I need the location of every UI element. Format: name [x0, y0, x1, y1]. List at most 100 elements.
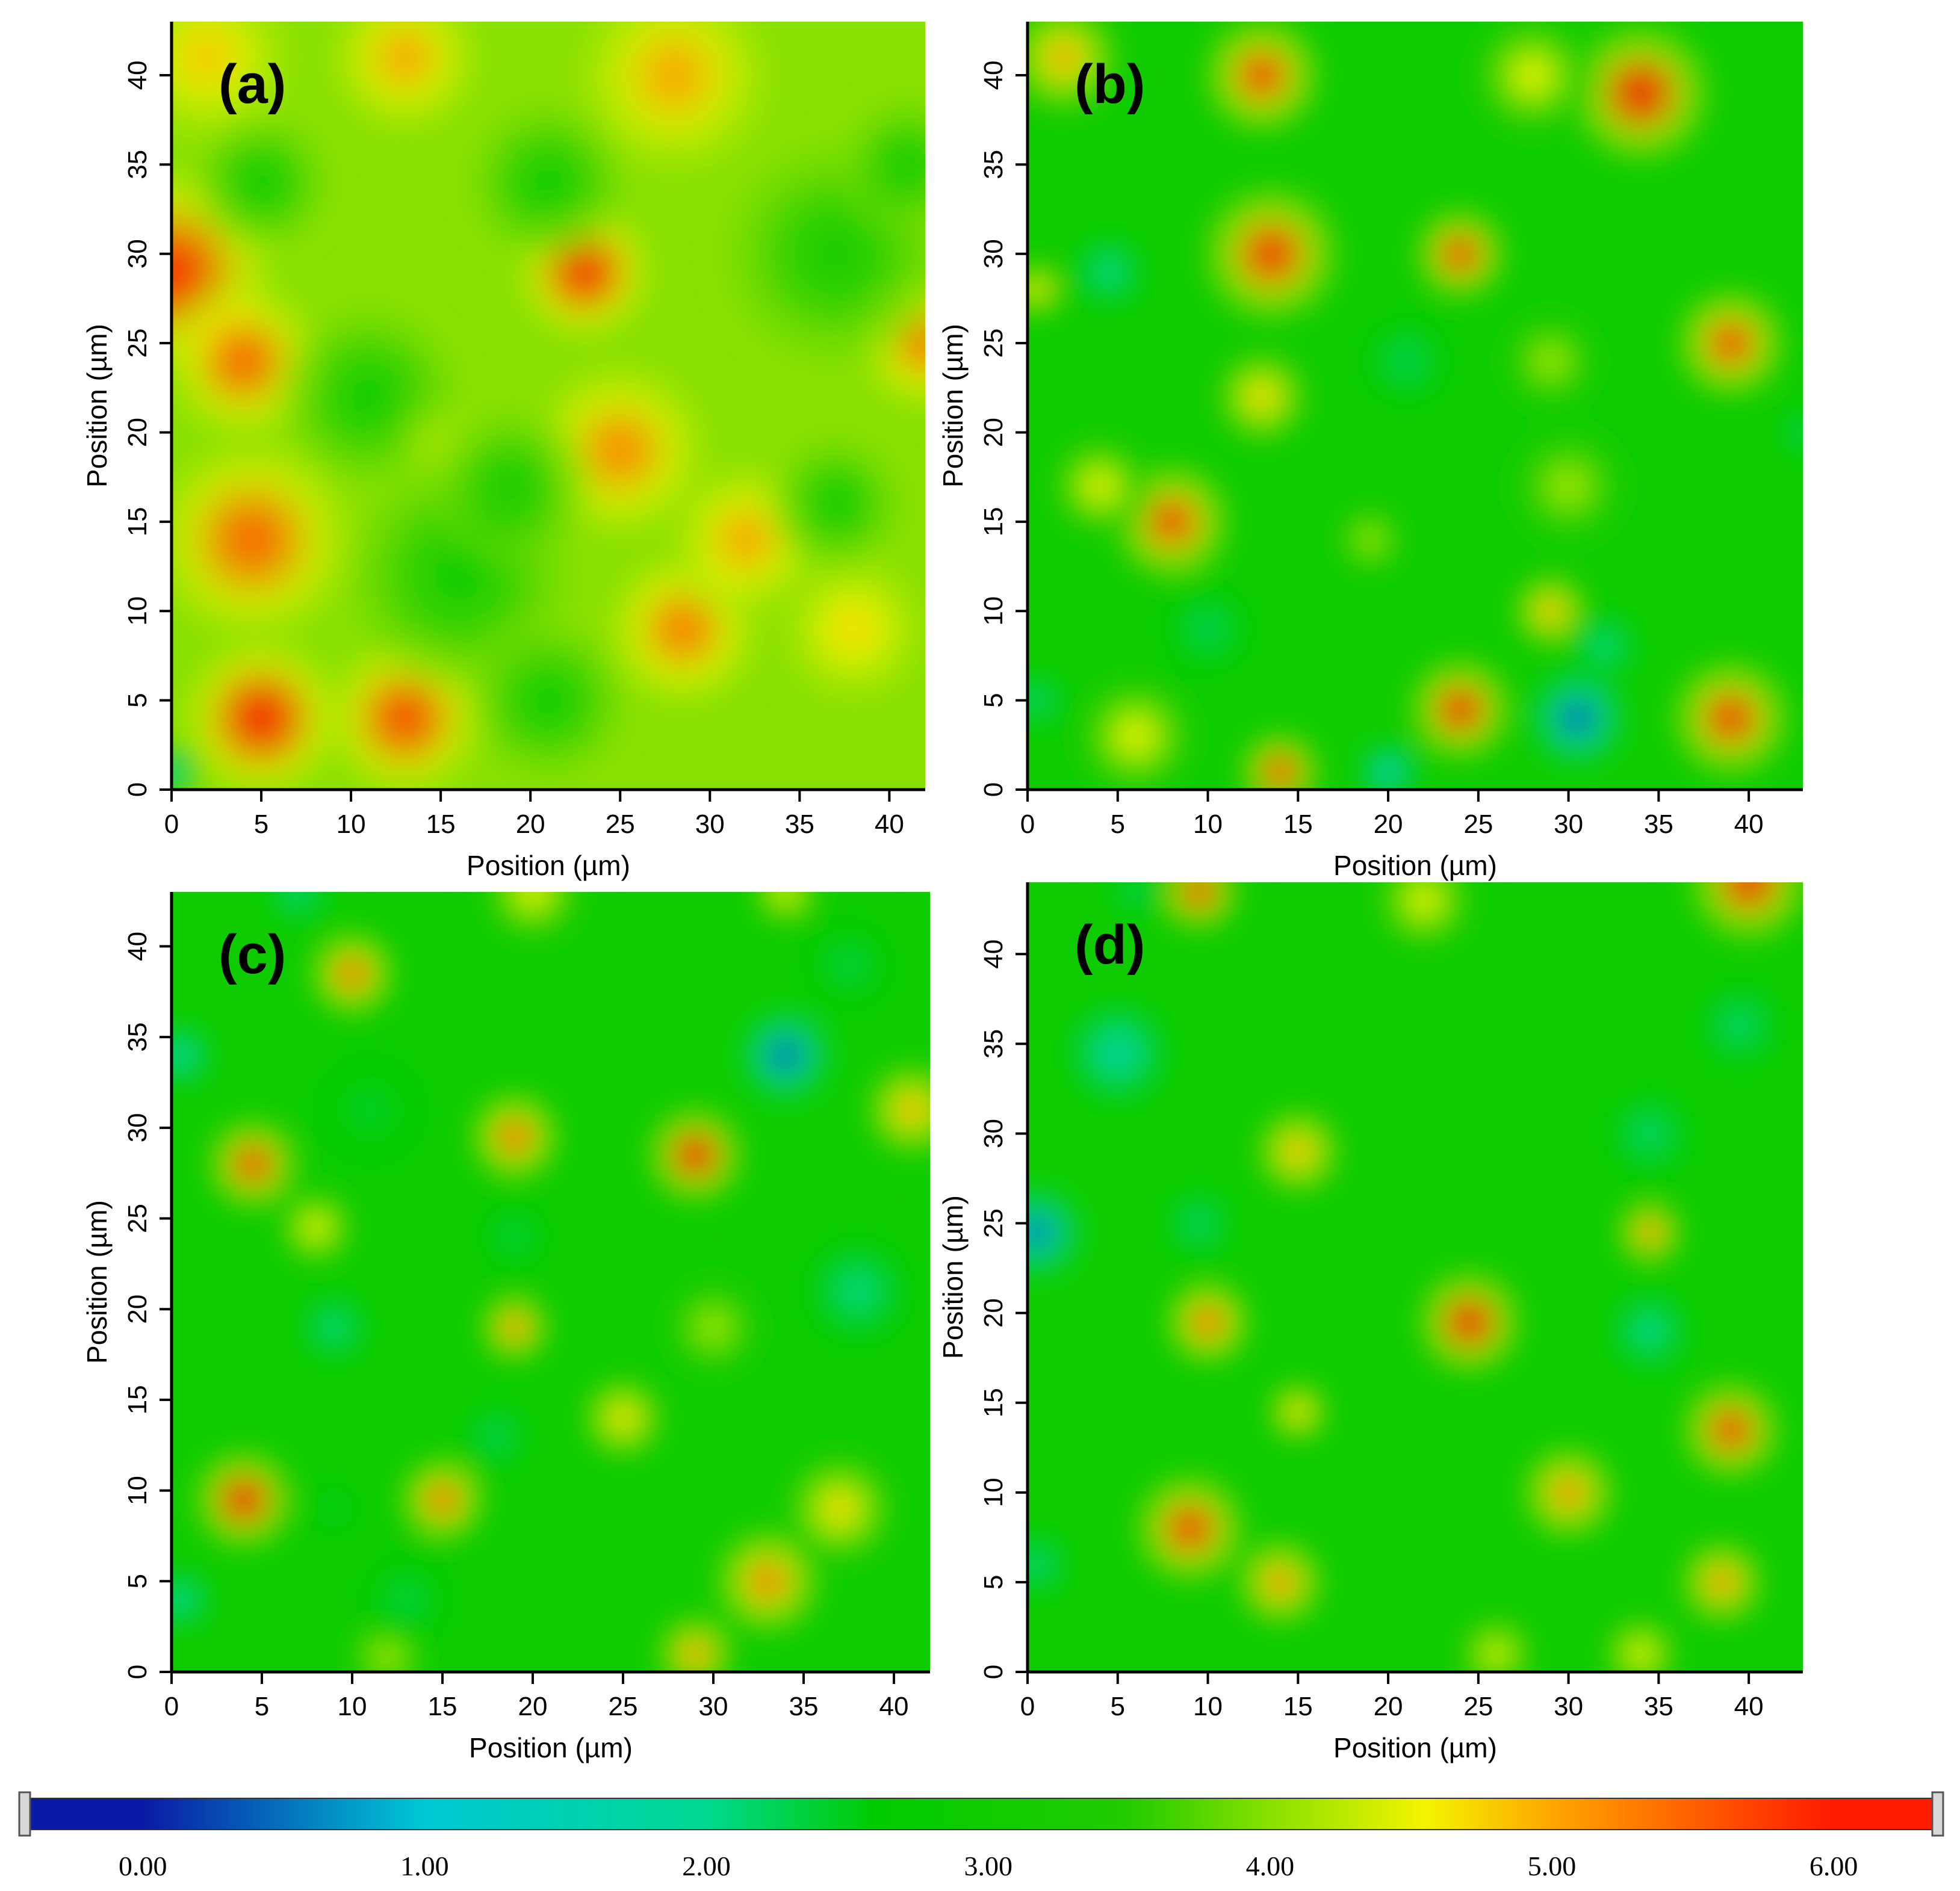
heatmap-blob	[1028, 663, 1073, 737]
colorbar-tick-label: 6.00	[1810, 1851, 1858, 1881]
x-tick-label: 0	[164, 809, 179, 839]
x-tick-label: 35	[1644, 1692, 1673, 1721]
heatmap-blob	[1670, 1369, 1792, 1491]
x-tick-label: 5	[1111, 1692, 1125, 1721]
heatmap-blob	[1147, 568, 1269, 690]
heatmap-blob	[1121, 1460, 1258, 1597]
x-tick-label: 35	[1644, 809, 1673, 839]
x-axis-title: Position (µm)	[1333, 1732, 1497, 1763]
x-tick-label: 0	[164, 1692, 179, 1721]
heatmap-blob	[647, 1605, 744, 1672]
y-tick-label: 5	[123, 693, 152, 707]
heatmap-blob	[458, 1080, 571, 1193]
y-axis-title: Position (µm)	[937, 324, 969, 487]
heatmap-blob	[297, 1472, 371, 1546]
heatmap-blob	[1555, 598, 1654, 696]
heatmap-area	[172, 22, 925, 790]
panel-label: (b)	[1075, 54, 1145, 115]
panel-a: 0 5 10 15 20 25 30 35 40 0 5 10 15 20 25 30 35 40 Position…	[81, 22, 925, 881]
x-tick-label: 15	[1283, 809, 1313, 839]
y-axis-title: Position (µm)	[81, 1200, 113, 1364]
heatmap-blob	[1489, 300, 1611, 422]
x-tick-label: 30	[699, 1692, 728, 1721]
y-tick-label: 40	[979, 939, 1008, 969]
colorbar-tick-label: 1.00	[400, 1851, 449, 1881]
y-tick-label: 5	[979, 1575, 1008, 1589]
y-tick-label: 0	[979, 1665, 1008, 1679]
heatmap-blob	[172, 735, 208, 790]
y-tick-label: 0	[123, 1665, 152, 1679]
heatmap-blob	[1404, 197, 1516, 310]
heatmap-blob	[1059, 223, 1158, 321]
x-tick-label: 35	[789, 1692, 819, 1721]
y-tick-label: 20	[979, 418, 1008, 447]
x-tick-label: 30	[1554, 1692, 1583, 1721]
y-tick-label: 0	[979, 782, 1008, 797]
heatmap-blob	[851, 1048, 930, 1171]
heatmap-blob	[1593, 1275, 1706, 1387]
x-tick-label: 40	[879, 1692, 909, 1721]
heatmap-blob	[172, 1560, 220, 1639]
y-tick-label: 10	[123, 1476, 152, 1505]
heatmap-blob	[176, 633, 346, 790]
y-tick-label: 15	[979, 1388, 1008, 1417]
y-tick-label: 10	[123, 596, 152, 626]
heatmap-blob	[834, 91, 925, 238]
x-tick-label: 20	[516, 809, 545, 839]
heatmap-blob	[1459, 22, 1605, 149]
heatmap-blob	[267, 1178, 365, 1277]
heatmap-blob	[1447, 1605, 1545, 1672]
heatmap-blob	[320, 22, 490, 143]
heatmap-blob	[652, 1266, 775, 1388]
y-tick-label: 20	[123, 418, 152, 447]
heatmap-blob	[1351, 735, 1425, 790]
x-tick-label: 20	[1374, 809, 1403, 839]
x-tick-label: 40	[1734, 1692, 1764, 1721]
heatmap-blob	[464, 615, 633, 785]
heatmap-blob	[1259, 1372, 1338, 1451]
heatmap-blob	[1397, 646, 1524, 773]
y-tick-label: 20	[123, 1295, 152, 1324]
x-tick-label: 5	[1111, 809, 1125, 839]
colorbar-gradient	[29, 1798, 1933, 1830]
x-tick-label: 5	[254, 809, 268, 839]
heatmap-blob	[1150, 1174, 1248, 1272]
heatmap-blob	[448, 1387, 545, 1485]
x-tick-label: 15	[428, 1692, 457, 1721]
colorbar-right-handle[interactable]	[1931, 1791, 1944, 1837]
y-tick-label: 30	[979, 239, 1008, 268]
heatmap-blob	[1224, 1526, 1336, 1638]
heatmap-blob	[1406, 1258, 1533, 1385]
y-tick-label: 30	[123, 239, 152, 268]
y-tick-label: 30	[123, 1113, 152, 1142]
x-tick-label: 20	[1374, 1692, 1403, 1721]
heatmap-blob	[1608, 1190, 1692, 1274]
panel-c: 0 5 10 15 20 25 30 35 40 0 5 10 15 20 25 30 35 40 Position…	[81, 892, 930, 1763]
heatmap-blob	[345, 1538, 468, 1660]
x-tick-label: 15	[426, 809, 456, 839]
x-axis-title: Position (µm)	[469, 1732, 633, 1763]
heatmap-blob	[285, 1278, 383, 1376]
heatmap-blob	[1592, 1605, 1690, 1672]
x-tick-label: 40	[1734, 809, 1764, 839]
y-tick-label: 0	[123, 782, 152, 797]
x-tick-label: 25	[609, 1692, 638, 1721]
colorbar-tick-label: 4.00	[1246, 1851, 1295, 1881]
y-tick-label: 40	[979, 61, 1008, 90]
y-tick-label: 30	[979, 1119, 1008, 1148]
heatmap-blob	[471, 1283, 559, 1372]
heatmap-area	[1028, 882, 1803, 1672]
y-tick-label: 25	[979, 329, 1008, 358]
colorbar: 0.00 1.00 2.00 3.00 4.00 5.00 6.00	[18, 1791, 1944, 1881]
y-tick-label: 40	[123, 61, 152, 90]
colorbar-left-handle[interactable]	[18, 1791, 31, 1837]
y-tick-label: 25	[979, 1209, 1008, 1238]
colorbar-tick-label: 3.00	[964, 1851, 1013, 1881]
heatmap-blob	[1201, 336, 1323, 458]
y-tick-label: 25	[123, 1204, 152, 1233]
heatmap-blob	[1662, 274, 1799, 412]
x-tick-label: 0	[1020, 809, 1035, 839]
heatmap-blob	[1189, 22, 1335, 149]
heatmap-blob	[1679, 965, 1801, 1087]
heatmap-blob	[271, 300, 466, 494]
